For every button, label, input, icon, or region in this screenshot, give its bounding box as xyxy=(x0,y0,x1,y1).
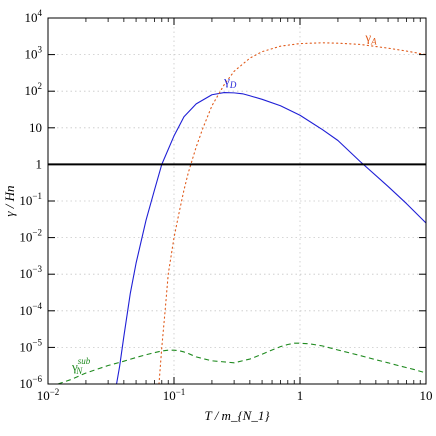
y-tick-label: 10 xyxy=(29,120,42,135)
series-label-1: γA xyxy=(364,29,377,46)
x-tick-label: 1 xyxy=(297,388,304,403)
y-tick-label: 104 xyxy=(25,8,43,25)
series-label-2: γsub N xyxy=(71,356,91,376)
series-line-1 xyxy=(158,42,426,384)
y-axis-label: γ / Hn xyxy=(2,185,17,216)
series-line-2 xyxy=(57,342,426,384)
series-line-0 xyxy=(116,91,426,384)
y-tick-label: 102 xyxy=(25,81,43,98)
ticks xyxy=(47,17,427,385)
y-tick-label: 10−6 xyxy=(19,374,42,391)
grid xyxy=(48,18,426,384)
y-tick-label: 10−3 xyxy=(19,264,42,281)
y-tick-label: 10−2 xyxy=(19,228,42,245)
y-tick-label: 1 xyxy=(36,156,43,171)
x-axis-label-main: T / m_{N_1} xyxy=(204,408,270,423)
curves xyxy=(57,42,426,384)
y-tick-label: 103 xyxy=(25,45,43,62)
series-labels: γD γA γsub N xyxy=(71,29,377,375)
x-tick-label: 10−2 xyxy=(37,387,60,403)
y-tick-label: 10−4 xyxy=(19,301,42,318)
y-tick-label: 10−5 xyxy=(19,337,42,354)
x-tick-label: 10 xyxy=(420,388,433,403)
y-tick-label: 10−1 xyxy=(19,191,42,208)
tick-labels: 10−2 10−1 1 10 10−6 10−5 10−4 10−3 10−2 10−1 1 10 10… xyxy=(19,8,432,403)
series-label-0: γD xyxy=(223,73,237,90)
x-tick-label: 10−1 xyxy=(163,387,186,403)
x-axis-label: T / m_{N_1} xyxy=(204,408,270,423)
